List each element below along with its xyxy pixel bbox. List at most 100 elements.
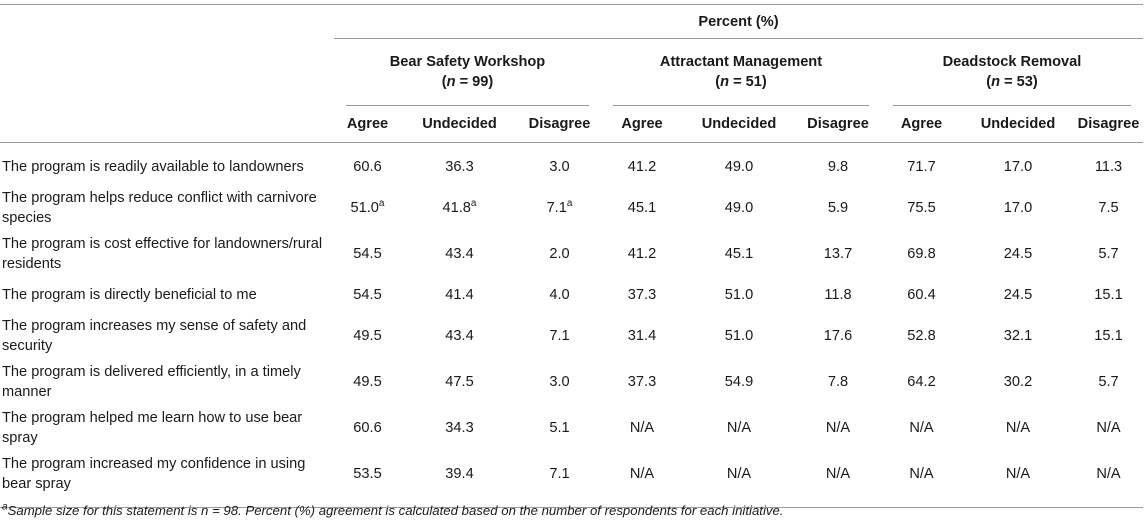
table-cell: N/A: [962, 451, 1074, 508]
table-cell: 17.0: [962, 185, 1074, 231]
footnote: aSample size for this statement is n = 9…: [2, 501, 784, 518]
table-row: The program is delivered efficiently, in…: [0, 359, 1143, 405]
cell-value: 31.4: [627, 328, 657, 344]
table-cell: 5.1: [518, 405, 601, 451]
header-empty: [0, 39, 334, 107]
footnote-text: Sample size for this statement is n = 98…: [7, 503, 784, 518]
cell-value: 34.3: [445, 420, 474, 436]
table-cell: 5.9: [795, 185, 881, 231]
group-name: Deadstock Removal: [942, 54, 1082, 70]
footnote-marker: a: [470, 198, 477, 210]
group-n: (n = 53): [986, 74, 1038, 90]
table-cell: 71.7: [881, 143, 962, 186]
group-header-deadstock-removal: Deadstock Removal (n = 53): [881, 39, 1143, 106]
cell-value: 5.1: [549, 420, 570, 436]
cell-value: 17.6: [823, 328, 853, 344]
table-cell: 54.5: [334, 231, 401, 277]
table-cell: 49.5: [334, 359, 401, 405]
table-cell: 13.7: [795, 231, 881, 277]
top-rule: [0, 4, 1143, 5]
cell-value: 13.7: [823, 246, 853, 262]
table-row: The program increased my confidence in u…: [0, 451, 1143, 508]
cell-value: 60.6: [353, 159, 382, 175]
cell-value: N/A: [629, 466, 655, 482]
table-cell: 60.6: [334, 143, 401, 186]
table-cell: N/A: [962, 405, 1074, 451]
cell-value: N/A: [909, 420, 934, 436]
footnote-marker: a: [2, 501, 8, 513]
cell-value: 24.5: [1003, 246, 1033, 262]
cell-value: 49.5: [353, 374, 382, 390]
table-cell: 41.8a: [401, 185, 518, 231]
table-cell: 17.6: [795, 313, 881, 359]
row-statement: The program increased my confidence in u…: [0, 451, 334, 508]
table-cell: 3.0: [518, 143, 601, 186]
cell-value: N/A: [1005, 466, 1031, 482]
table-cell: N/A: [1074, 405, 1143, 451]
group-n: (n = 99): [441, 74, 494, 90]
cell-value: 53.5: [353, 466, 382, 482]
cell-value: 7.8: [827, 374, 849, 390]
cell-value: 49.0: [724, 200, 754, 216]
cell-value: 49.5: [353, 328, 382, 344]
cell-value: 7.1: [549, 328, 570, 344]
table-cell: 7.1: [518, 451, 601, 508]
cell-value: 17.0: [1003, 159, 1033, 175]
percent-header: Percent (%): [334, 5, 1143, 39]
cell-value: 45.1: [724, 246, 754, 262]
table-cell: 60.4: [881, 277, 962, 313]
group-header-bear-safety-workshop: Bear Safety Workshop (n = 99): [334, 39, 601, 106]
table-cell: 9.8: [795, 143, 881, 186]
subheader-agree: Agree: [881, 106, 962, 143]
table-row: The program is directly beneficial to me…: [0, 277, 1143, 313]
table-cell: 54.9: [683, 359, 795, 405]
cell-value: 64.2: [907, 374, 936, 390]
cell-value: N/A: [726, 420, 752, 436]
cell-value: 4.0: [549, 287, 570, 303]
row-statement: The program helped me learn how to use b…: [2, 410, 303, 446]
table-cell: N/A: [683, 451, 795, 508]
table-cell: 24.5: [962, 231, 1074, 277]
cell-value: 51.0: [724, 287, 754, 303]
table-row: The program increases my sense of safety…: [0, 313, 1143, 359]
table-cell: 49.5: [334, 313, 401, 359]
cell-value: 54.5: [353, 287, 382, 303]
table-cell: 37.3: [601, 359, 683, 405]
subheader-agree: Agree: [601, 106, 683, 143]
table-cell: 30.2: [962, 359, 1074, 405]
table-row: The program is readily available to land…: [0, 143, 1143, 186]
group-header-attractant-management: Attractant Management (n = 51): [601, 39, 881, 106]
row-statement: The program helps reduce conflict with c…: [2, 190, 317, 226]
cell-value: N/A: [909, 466, 934, 482]
table-cell: 7.8: [795, 359, 881, 405]
cell-value: 71.7: [907, 159, 936, 175]
survey-results-table: Percent (%) Bear Safety Workshop (n = 99…: [0, 4, 1143, 508]
cell-value: 49.0: [724, 159, 754, 175]
cell-value: 3.0: [549, 159, 570, 175]
cell-value: 54.5: [353, 246, 382, 262]
cell-value: 51.0: [724, 328, 754, 344]
table-cell: 47.5: [401, 359, 518, 405]
cell-value: 24.5: [1003, 287, 1033, 303]
table-cell: 41.4: [401, 277, 518, 313]
cell-value: N/A: [1005, 420, 1031, 436]
cell-value: 52.8: [907, 328, 936, 344]
table-cell: 7.5: [1074, 185, 1143, 231]
cell-value: 43.4: [445, 328, 474, 344]
table-cell: 4.0: [518, 277, 601, 313]
table-cell: 11.8: [795, 277, 881, 313]
table-cell: 2.0: [518, 231, 601, 277]
table-cell: N/A: [881, 405, 962, 451]
table-cell: 5.7: [1074, 231, 1143, 277]
cell-value: 47.5: [445, 374, 474, 390]
header-empty: [0, 106, 334, 143]
table-cell: N/A: [795, 405, 881, 451]
table-cell: 34.3: [401, 405, 518, 451]
cell-value: 5.7: [1098, 246, 1119, 262]
cell-value: 41.4: [445, 287, 474, 303]
cell-value: 60.4: [907, 287, 936, 303]
table-cell: 45.1: [683, 231, 795, 277]
table-cell: N/A: [601, 451, 683, 508]
cell-value: 41.8: [442, 200, 471, 216]
